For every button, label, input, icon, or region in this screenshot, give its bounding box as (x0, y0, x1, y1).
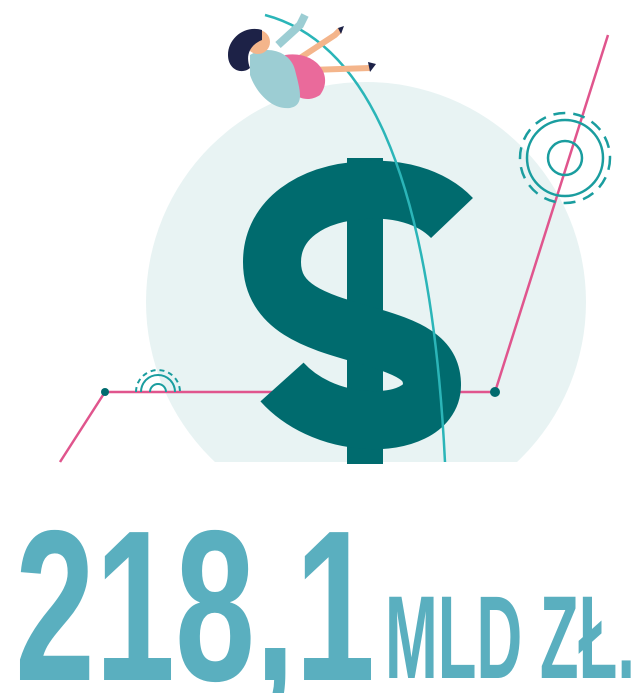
dot (490, 387, 500, 397)
gear-large (518, 111, 612, 205)
gear-small (135, 369, 181, 393)
dot (101, 388, 109, 396)
illustration (58, 13, 612, 464)
unit: MLD ZŁ. (385, 572, 635, 693)
dollar-sign (242, 158, 473, 464)
pole (264, 13, 447, 463)
amount: 218,1 (15, 485, 375, 693)
woman-jumping (228, 13, 376, 109)
